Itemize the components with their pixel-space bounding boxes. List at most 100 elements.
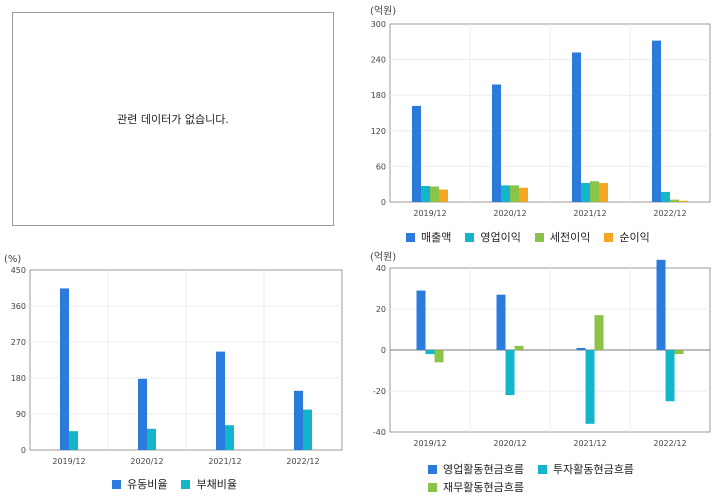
legend-label: 세전이익 xyxy=(549,231,591,244)
income-chart: (억원) 0 60 120 180 240 300 2019/12 2020/12 2021/12… xyxy=(370,5,711,218)
y-tick-label: 120 xyxy=(371,127,386,136)
bar xyxy=(576,347,586,350)
bar xyxy=(656,259,666,350)
legend-swatch xyxy=(428,482,437,492)
ratio-chart-panel: (%) 0 90 180 270 360 450 2019/12 2020/12 2021/12 2… xyxy=(0,252,350,496)
legend-item: 순이익 xyxy=(604,229,650,245)
legend-label: 재무활동현금흐름 xyxy=(443,481,524,494)
bar xyxy=(661,191,670,202)
cashflow-chart: (억원) -40 -20 0 20 40 2019/12 2020/12 2021/12 2022… xyxy=(370,251,711,448)
legend-swatch xyxy=(604,232,614,242)
y-tick-label: 20 xyxy=(376,305,386,314)
legend-label: 영업이익 xyxy=(480,231,521,244)
y-tick-label: 0 xyxy=(21,446,26,455)
legend-label: 순이익 xyxy=(619,231,650,244)
bar xyxy=(425,350,435,355)
bar xyxy=(421,185,430,202)
bar xyxy=(572,52,581,203)
y-tick-label: 0 xyxy=(381,198,386,207)
unit-label: (%) xyxy=(4,254,21,265)
x-tick-label: 2021/12 xyxy=(208,457,241,466)
x-tick-label: 2022/12 xyxy=(653,439,686,448)
bar xyxy=(505,350,515,396)
bar xyxy=(674,350,684,355)
unit-label: (억원) xyxy=(370,251,396,263)
legend-swatch xyxy=(537,464,547,474)
empty-data-message: 관련 데이터가 없습니다. xyxy=(117,113,229,126)
legend-label: 매출액 xyxy=(421,231,452,244)
legend-label: 투자활동현금흐름 xyxy=(552,463,634,476)
x-tick-label: 2021/12 xyxy=(573,439,606,448)
legend-swatch xyxy=(465,232,475,242)
bar xyxy=(581,183,590,202)
ratio-chart: (%) 0 90 180 270 360 450 2019/12 2020/12 2021/12 2… xyxy=(4,254,343,466)
y-tick-label: 240 xyxy=(371,56,386,65)
y-tick-label: 0 xyxy=(381,346,386,355)
bar xyxy=(519,187,528,202)
bar xyxy=(585,350,595,424)
bar xyxy=(679,200,688,202)
legend-item: 영업이익 xyxy=(465,229,521,245)
bar xyxy=(416,290,426,350)
y-tick-label: -40 xyxy=(373,428,386,437)
x-tick-label: 2020/12 xyxy=(130,457,163,466)
y-tick-label: 360 xyxy=(11,302,26,311)
bar xyxy=(492,84,501,202)
legend-label: 영업활동현금흐름 xyxy=(443,463,524,476)
bar xyxy=(514,345,524,350)
bar xyxy=(69,431,78,450)
legend-swatch xyxy=(534,232,544,242)
y-tick-label: 60 xyxy=(376,162,386,171)
x-tick-label: 2022/12 xyxy=(653,209,686,217)
x-tick-label: 2021/12 xyxy=(573,209,606,217)
bar xyxy=(216,351,225,450)
bar xyxy=(590,181,599,202)
x-tick-label: 2019/12 xyxy=(413,439,446,448)
bar xyxy=(670,199,679,202)
y-tick-label: 180 xyxy=(371,91,386,100)
legend-item: 유동비율 xyxy=(112,476,167,492)
unit-label: (억원) xyxy=(370,5,396,17)
bar xyxy=(147,428,156,450)
bar xyxy=(510,185,519,202)
ratio-chart-legend: 유동비율 부채비율 xyxy=(112,476,342,492)
bar xyxy=(599,183,608,202)
legend-swatch xyxy=(406,232,415,242)
bar xyxy=(594,315,604,350)
legend-item: 영업활동현금흐름 xyxy=(428,461,524,477)
y-tick-label: 450 xyxy=(11,266,26,275)
bar xyxy=(225,425,234,450)
legend-item: 재무활동현금흐름 xyxy=(428,479,524,495)
legend-item: 부채비율 xyxy=(181,476,237,492)
bar xyxy=(652,40,661,202)
income-chart-panel: (억원) 0 60 120 180 240 300 2019/12 2020/12 2021/12… xyxy=(366,2,716,246)
y-tick-label: 90 xyxy=(16,410,26,419)
bar xyxy=(60,288,69,450)
bar xyxy=(303,409,312,450)
x-tick-label: 2019/12 xyxy=(52,457,85,466)
legend-label: 부채비율 xyxy=(196,478,237,491)
bar xyxy=(294,390,303,450)
bar xyxy=(434,350,444,363)
cashflow-chart-panel: (억원) -40 -20 0 20 40 2019/12 2020/12 2021/12 2022… xyxy=(366,250,716,494)
bar xyxy=(439,189,448,202)
bar xyxy=(138,378,147,450)
legend-swatch xyxy=(181,479,191,489)
legend-item: 매출액 xyxy=(406,229,451,245)
income-chart-legend: 매출액 영업이익 세전이익 순이익 xyxy=(406,229,706,245)
empty-data-panel: 관련 데이터가 없습니다. xyxy=(12,12,334,226)
bar xyxy=(501,185,510,202)
y-tick-label: 40 xyxy=(376,264,386,273)
legend-swatch xyxy=(428,464,437,474)
legend-item: 세전이익 xyxy=(534,229,591,245)
bar xyxy=(412,105,421,202)
x-tick-label: 2019/12 xyxy=(413,209,446,217)
legend-swatch xyxy=(112,479,121,489)
bar xyxy=(430,186,439,202)
y-tick-label: 270 xyxy=(11,338,26,347)
y-tick-label: 180 xyxy=(11,374,26,383)
x-tick-label: 2020/12 xyxy=(493,439,526,448)
y-tick-label: -20 xyxy=(373,387,386,396)
x-tick-label: 2020/12 xyxy=(493,209,526,217)
